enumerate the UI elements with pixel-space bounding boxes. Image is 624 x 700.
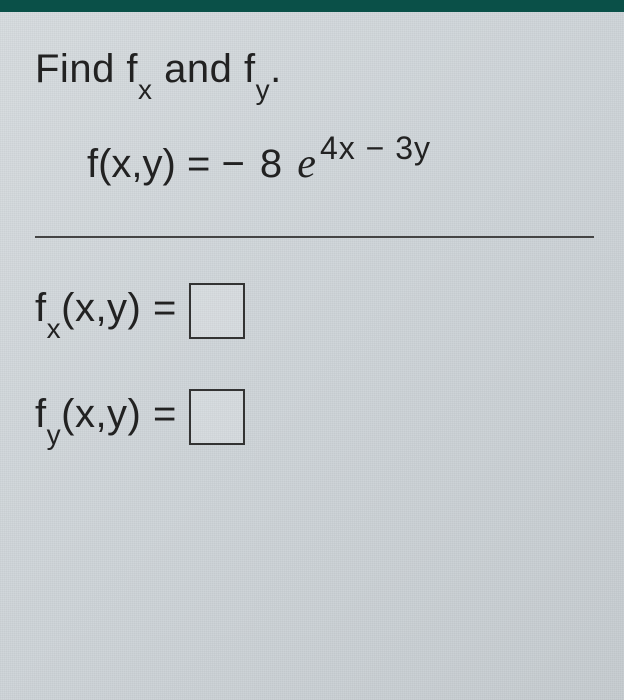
prompt-suffix: . bbox=[270, 47, 282, 91]
equation-base: e bbox=[297, 141, 316, 187]
fy-label-pre: f bbox=[35, 392, 47, 436]
fx-label-post: (x,y) = bbox=[61, 286, 177, 330]
fx-label-pre: f bbox=[35, 286, 47, 330]
section-divider bbox=[35, 236, 594, 238]
answer-row-fx: fx(x,y) = bbox=[35, 283, 594, 339]
fy-label-post: (x,y) = bbox=[61, 392, 177, 436]
fx-label: fx(x,y) = bbox=[35, 286, 177, 337]
fy-input[interactable] bbox=[189, 389, 245, 445]
fy-label: fy(x,y) = bbox=[35, 392, 177, 443]
fx-input[interactable] bbox=[189, 283, 245, 339]
equation-exponent: 4x − 3y bbox=[320, 130, 431, 166]
equation-coef: − 8 bbox=[221, 142, 297, 186]
window-top-bar bbox=[0, 0, 624, 12]
fy-label-sub: y bbox=[47, 419, 62, 450]
equation-lhs: f(x,y) = bbox=[87, 142, 221, 186]
problem-panel: Find fx and fy. f(x,y) = − 8 e4x − 3y fx… bbox=[0, 12, 624, 515]
prompt-text: Find fx and fy. bbox=[35, 47, 594, 98]
fx-label-sub: x bbox=[47, 313, 62, 344]
prompt-prefix: Find f bbox=[35, 47, 138, 91]
prompt-sub-y: y bbox=[256, 74, 271, 105]
prompt-sub-x: x bbox=[138, 74, 153, 105]
answer-row-fy: fy(x,y) = bbox=[35, 389, 594, 445]
prompt-mid: and f bbox=[153, 47, 256, 91]
equation: f(x,y) = − 8 e4x − 3y bbox=[87, 140, 594, 188]
